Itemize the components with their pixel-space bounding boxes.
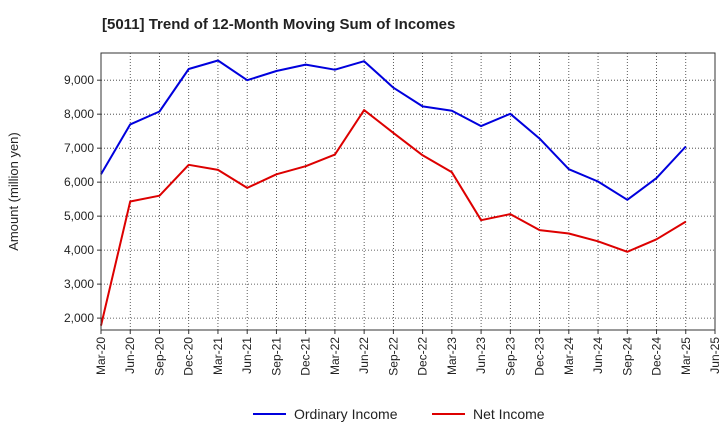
net-income-line — [100, 109, 687, 326]
x-tick-label: Dec-24 — [650, 337, 664, 376]
y-tick-label: 3,000 — [64, 277, 94, 291]
chart-title: [5011] Trend of 12-Month Moving Sum of I… — [102, 16, 456, 33]
ordinary-income-legend-label: Ordinary Income — [294, 406, 398, 422]
x-tick-label: Sep-24 — [620, 337, 634, 376]
grid-lines — [101, 53, 715, 330]
x-tick-label: Jun-25 — [708, 337, 720, 374]
x-tick-label: Mar-25 — [679, 337, 693, 375]
y-tick-label: 4,000 — [64, 243, 94, 257]
x-tick-label: Dec-23 — [533, 337, 547, 376]
ordinary-income-line — [100, 59, 687, 201]
x-tick-label: Dec-22 — [416, 337, 430, 376]
x-tick-label: Mar-23 — [445, 337, 459, 375]
x-tick-label: Mar-21 — [211, 337, 225, 375]
x-tick-label: Sep-20 — [152, 337, 166, 376]
x-tick-label: Mar-22 — [328, 337, 342, 375]
x-tick-label: Sep-23 — [503, 337, 517, 376]
axes: 2,000 3,000 4,000 5,000 6,000 7,000 8,000 9,000… — [6, 52, 720, 376]
legend: Ordinary Income Net Income — [253, 406, 545, 422]
x-tick-label: Mar-24 — [562, 337, 576, 375]
y-tick-label: 6,000 — [64, 175, 94, 189]
x-tick-label: Jun-21 — [240, 337, 254, 374]
series-layer — [100, 59, 687, 326]
y-axis-label: Amount (million yen) — [6, 132, 21, 251]
x-tick-label: Jun-24 — [591, 337, 605, 374]
x-tick-label: Dec-20 — [182, 337, 196, 376]
plot-area — [101, 53, 715, 330]
y-tick-label: 2,000 — [64, 311, 94, 325]
x-tick-label: Sep-22 — [386, 337, 400, 376]
x-tick-label: Sep-21 — [269, 337, 283, 376]
net-income-legend-label: Net Income — [473, 406, 545, 422]
x-tick-label: Jun-23 — [474, 337, 488, 374]
y-tick-label: 5,000 — [64, 209, 94, 223]
y-tick-label: 7,000 — [64, 141, 94, 155]
x-tick-label: Jun-22 — [357, 337, 371, 374]
x-tick-label: Jun-20 — [123, 337, 137, 374]
plot-background — [101, 53, 715, 330]
x-tick-label: Mar-20 — [94, 337, 108, 375]
y-tick-label: 8,000 — [64, 107, 94, 121]
plot-frame — [100, 52, 716, 331]
x-tick-label: Dec-21 — [299, 337, 313, 376]
y-tick-label: 9,000 — [64, 73, 94, 87]
